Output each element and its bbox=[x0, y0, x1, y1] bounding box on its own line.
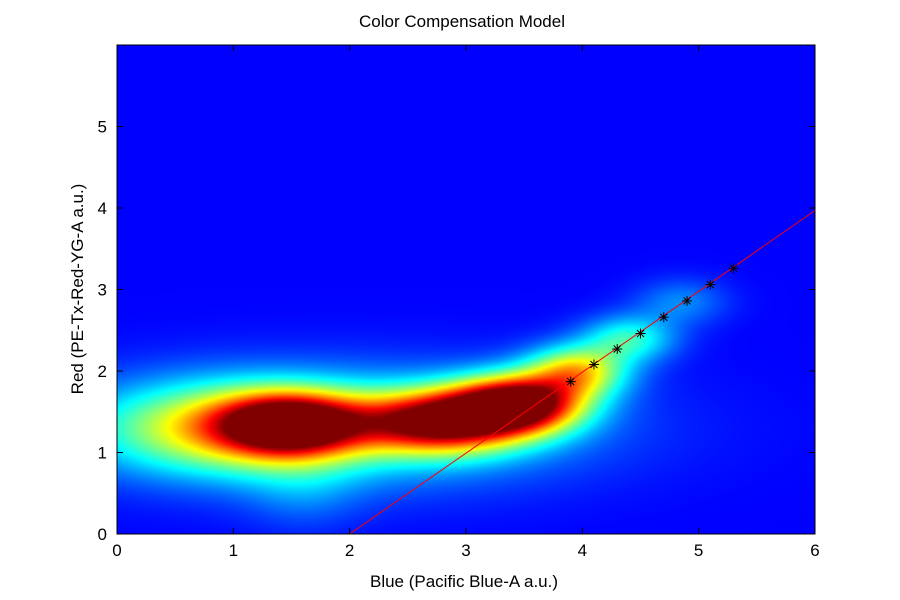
chart-title: Color Compensation Model bbox=[359, 12, 565, 31]
y-tick-label-5: 5 bbox=[98, 118, 107, 137]
star-marker-1 bbox=[588, 359, 599, 370]
star-marker-3 bbox=[635, 328, 646, 339]
x-axis: 0 1 2 3 4 5 6 bbox=[112, 45, 820, 560]
y-tick-label-0: 0 bbox=[98, 525, 107, 544]
y-tick-label-4: 4 bbox=[98, 199, 107, 218]
star-marker-6 bbox=[705, 279, 716, 290]
y-tick-label-1: 1 bbox=[98, 444, 107, 463]
x-tick-label-0: 0 bbox=[112, 541, 121, 560]
y-axis-label: Red (PE-Tx-Red-YG-A a.u.) bbox=[68, 184, 87, 395]
y-tick-label-2: 2 bbox=[98, 362, 107, 381]
x-tick-label-4: 4 bbox=[578, 541, 587, 560]
x-tick-label-5: 5 bbox=[694, 541, 703, 560]
x-tick-label-6: 6 bbox=[810, 541, 819, 560]
density-heatmap bbox=[117, 45, 815, 534]
y-axis: 0 1 2 3 4 5 bbox=[98, 118, 815, 544]
plot-area bbox=[117, 45, 815, 534]
star-marker-7 bbox=[728, 263, 739, 274]
star-marker-5 bbox=[682, 295, 693, 306]
x-axis-label: Blue (Pacific Blue-A a.u.) bbox=[370, 572, 558, 591]
fit-line bbox=[349, 210, 815, 534]
x-tick-label-1: 1 bbox=[229, 541, 238, 560]
x-tick-label-2: 2 bbox=[345, 541, 354, 560]
star-marker-0 bbox=[565, 376, 576, 387]
star-marker-4 bbox=[658, 312, 669, 323]
star-marker-2 bbox=[612, 343, 623, 354]
x-tick-label-3: 3 bbox=[461, 541, 470, 560]
y-tick-label-3: 3 bbox=[98, 281, 107, 300]
